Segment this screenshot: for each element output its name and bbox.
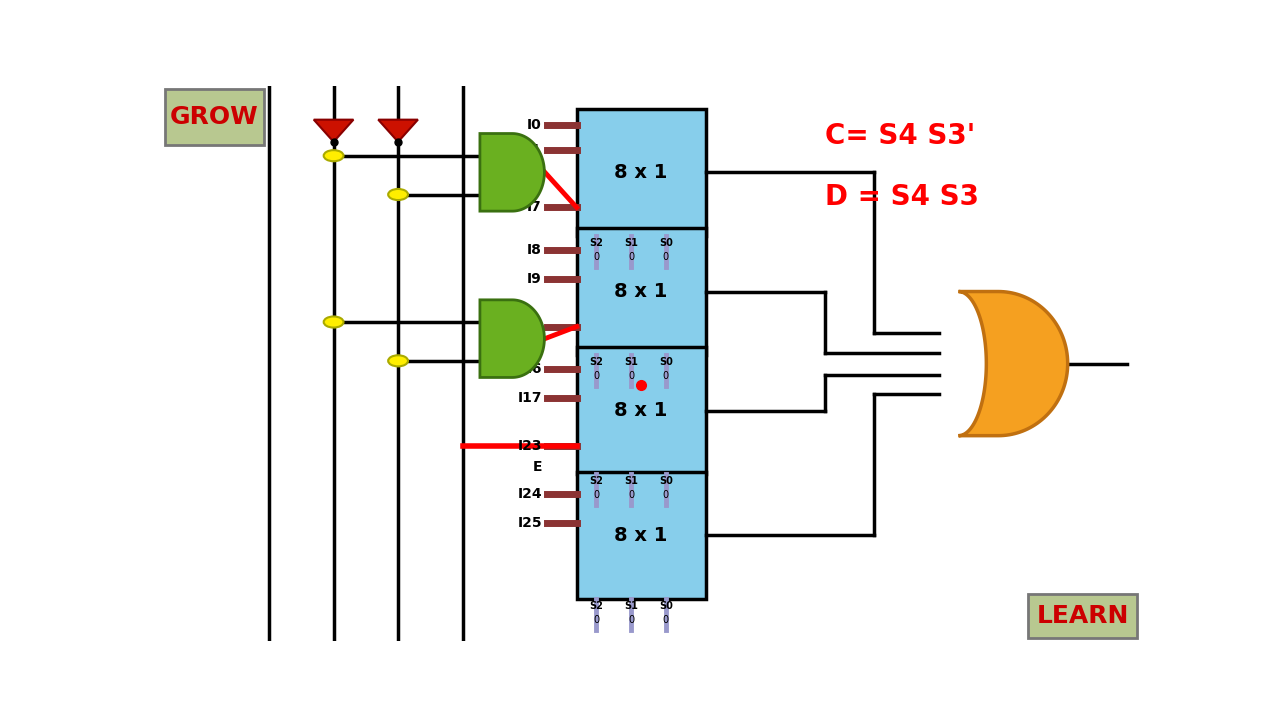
- Text: S0: S0: [659, 601, 673, 611]
- Text: E: E: [532, 460, 541, 474]
- Polygon shape: [959, 292, 1068, 436]
- Text: 0: 0: [594, 490, 599, 500]
- FancyBboxPatch shape: [576, 472, 705, 599]
- Text: I1: I1: [527, 143, 541, 157]
- Text: S1: S1: [625, 476, 639, 486]
- Text: 0: 0: [663, 490, 669, 500]
- Polygon shape: [314, 120, 353, 142]
- Text: 8 x 1: 8 x 1: [614, 163, 668, 182]
- Text: I7: I7: [527, 200, 541, 215]
- Polygon shape: [480, 133, 544, 211]
- Circle shape: [388, 355, 408, 366]
- FancyBboxPatch shape: [1028, 594, 1137, 638]
- Text: E: E: [532, 341, 541, 355]
- Text: C= S4 S3': C= S4 S3': [824, 122, 975, 150]
- FancyBboxPatch shape: [576, 109, 705, 236]
- Text: I25: I25: [517, 516, 541, 530]
- Text: D = S4 S3: D = S4 S3: [824, 184, 979, 211]
- Polygon shape: [379, 120, 417, 142]
- Text: 8 x 1: 8 x 1: [614, 401, 668, 420]
- Text: S2: S2: [590, 476, 603, 486]
- Text: S2: S2: [590, 601, 603, 611]
- Text: 8 x 1: 8 x 1: [614, 526, 668, 545]
- Text: I0: I0: [527, 117, 541, 132]
- Text: 0: 0: [663, 371, 669, 381]
- Text: 0: 0: [594, 615, 599, 625]
- Text: 0: 0: [628, 251, 635, 261]
- Text: I8: I8: [527, 243, 541, 257]
- Text: S1: S1: [625, 238, 639, 248]
- Text: 0: 0: [628, 490, 635, 500]
- Text: S1: S1: [625, 357, 639, 367]
- Text: S0: S0: [659, 476, 673, 486]
- Text: LEARN: LEARN: [1037, 604, 1129, 628]
- Text: I16: I16: [517, 362, 541, 377]
- Text: I15: I15: [517, 320, 541, 333]
- Circle shape: [324, 150, 343, 161]
- Text: 0: 0: [663, 251, 669, 261]
- Text: 0: 0: [663, 615, 669, 625]
- Circle shape: [324, 317, 343, 328]
- Text: S2: S2: [590, 357, 603, 367]
- Text: 0: 0: [594, 251, 599, 261]
- Text: I9: I9: [527, 271, 541, 286]
- Text: 8 x 1: 8 x 1: [614, 282, 668, 301]
- Text: S2: S2: [590, 238, 603, 248]
- Text: S0: S0: [659, 357, 673, 367]
- Text: 0: 0: [628, 371, 635, 381]
- Polygon shape: [480, 300, 544, 377]
- FancyBboxPatch shape: [576, 228, 705, 355]
- Text: S1: S1: [625, 601, 639, 611]
- Text: I17: I17: [517, 391, 541, 405]
- Text: S0: S0: [659, 238, 673, 248]
- Circle shape: [388, 189, 408, 200]
- Text: I24: I24: [517, 487, 541, 501]
- Text: 0: 0: [594, 371, 599, 381]
- Text: I23: I23: [517, 438, 541, 453]
- Text: 0: 0: [628, 615, 635, 625]
- Text: GROW: GROW: [170, 105, 259, 129]
- FancyBboxPatch shape: [165, 89, 264, 145]
- FancyBboxPatch shape: [576, 347, 705, 474]
